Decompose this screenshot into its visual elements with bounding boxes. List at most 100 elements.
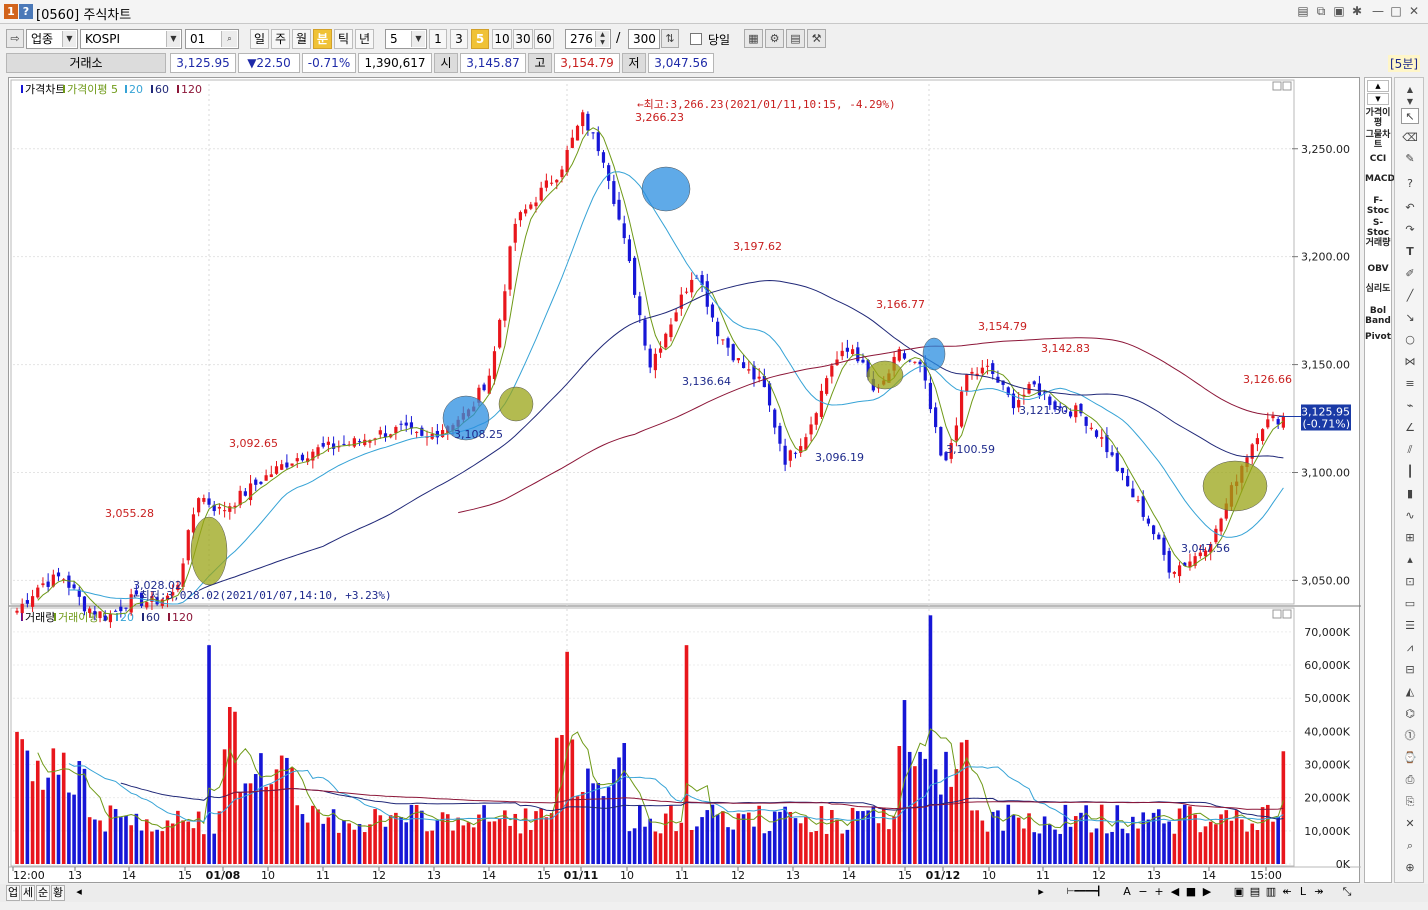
indicator-item[interactable]: OBV [1367, 264, 1389, 274]
minimize-button[interactable]: — [1372, 4, 1384, 18]
grid-tool-icon[interactable]: ⊞ [1405, 531, 1415, 544]
eraser-icon[interactable]: ⌫ [1402, 131, 1418, 144]
period-button[interactable]: 분 [313, 29, 332, 49]
line-chart-icon[interactable]: ⩘ [1406, 641, 1414, 654]
help-icon[interactable]: ? [19, 4, 33, 19]
compare-icon[interactable]: ⊟ [1405, 663, 1415, 676]
collapse-up-icon[interactable]: ▲ [1406, 85, 1414, 94]
market-select[interactable]: 업종 ▼ [26, 29, 78, 49]
redo-icon[interactable]: ↷ [1405, 223, 1415, 236]
close-button[interactable]: ✕ [1408, 4, 1420, 18]
period-button[interactable]: 주 [271, 29, 290, 49]
pen-icon[interactable]: ✐ [1405, 267, 1415, 280]
period-button[interactable]: 일 [250, 29, 269, 49]
play-icon[interactable]: ▶ [1202, 885, 1212, 898]
pointer-icon[interactable]: ↖ [1401, 108, 1419, 124]
indicator-item[interactable]: 가격이평 [1365, 108, 1391, 128]
price-icon[interactable]: ⌬ [1405, 707, 1415, 720]
window-icon[interactable]: ▭ [1404, 597, 1416, 610]
index-select[interactable]: KOSPI ▼ [80, 29, 182, 49]
chevron-down-icon[interactable]: ▼ [62, 31, 76, 47]
log-icon[interactable]: L [1299, 885, 1307, 898]
bottom-tab[interactable]: 세 [21, 885, 35, 901]
scroll-left-icon[interactable]: ◂ [76, 885, 82, 898]
delete-all-icon[interactable]: ✎ [1405, 152, 1415, 165]
interval-select[interactable]: 5 ▼ [385, 29, 427, 49]
scroll-end-icon[interactable]: ↠ [1314, 885, 1324, 898]
parallel-lines-icon[interactable]: ⫽ [1407, 443, 1413, 456]
text-tool-icon[interactable]: T [1406, 245, 1414, 258]
stop-icon[interactable]: ■ [1185, 885, 1197, 898]
interval-button[interactable]: 5 [471, 29, 489, 49]
image-icon[interactable]: ▥ [1265, 885, 1277, 898]
stock-chart-svg[interactable]: 3,250.00 3,200.00 3,150.00 3,100.00 3,050.00… [9, 78, 1361, 884]
period-button[interactable]: 월 [292, 29, 311, 49]
magnifier-icon[interactable]: ⌕ [1406, 839, 1414, 852]
interval-button[interactable]: 60 [534, 29, 554, 49]
restore-layout-icon[interactable]: ▤ [1297, 4, 1309, 18]
zoom-slider[interactable]: ⊢━━━━┫ [1066, 887, 1102, 897]
wave-icon[interactable]: ∿ [1405, 509, 1415, 522]
indicator-item[interactable]: 거래량 [1365, 238, 1391, 248]
search-icon[interactable]: ⌕ [221, 31, 237, 47]
auto-trend-icon[interactable]: ▴ [1407, 553, 1413, 566]
maximize-button[interactable]: □ [1390, 4, 1402, 18]
interval-button[interactable]: 30 [513, 29, 533, 49]
total-input[interactable]: 300 [628, 29, 660, 49]
swap-icon[interactable]: ⇅ [661, 29, 679, 48]
help-question-icon[interactable]: ? [1407, 177, 1413, 190]
gear-icon[interactable]: ⚙ [765, 29, 784, 48]
indicator-item[interactable]: F-Stoc [1366, 196, 1390, 216]
ray-line-icon[interactable]: ↘ [1405, 311, 1415, 324]
zoom-out-icon[interactable]: − [1138, 885, 1148, 898]
same-day-checkbox[interactable] [690, 33, 702, 45]
settings-icon[interactable]: ✱ [1351, 4, 1363, 18]
scroll-up-icon[interactable]: ▲ [1367, 80, 1389, 92]
circle-tool-icon[interactable]: ○ [1405, 333, 1415, 346]
report2-icon[interactable]: ⎘ [1405, 795, 1415, 808]
period-button[interactable]: 틱 [334, 29, 353, 49]
area-chart-icon[interactable]: ◭ [1405, 685, 1415, 698]
tools-icon[interactable]: ⚒ [807, 29, 826, 48]
gann-icon[interactable]: ⌁ [1406, 399, 1414, 412]
disk-icon[interactable]: ▤ [1249, 885, 1261, 898]
chevron-down-icon[interactable]: ▼ [166, 31, 180, 47]
candle-icon[interactable]: ┃ [1406, 465, 1414, 478]
indicator-item[interactable]: CCI [1369, 154, 1387, 164]
excel-icon[interactable]: ✕ [1405, 817, 1415, 830]
play-back-icon[interactable]: ◀ [1170, 885, 1180, 898]
indicator-item[interactable]: MACD [1365, 174, 1395, 184]
spinner-arrows-icon[interactable]: ▲ ▼ [595, 31, 609, 47]
resize-icon[interactable]: ⤡ [1342, 885, 1352, 898]
pattern-icon[interactable]: ⋈ [1404, 355, 1416, 368]
save-icon[interactable]: ▤ [786, 29, 805, 48]
scroll-down-icon[interactable]: ▼ [1367, 93, 1389, 105]
target-icon[interactable]: ⊕ [1405, 861, 1415, 874]
indicator-item[interactable]: S-Stoc [1366, 218, 1390, 238]
indicator-item[interactable]: Bol Band [1365, 306, 1391, 326]
bar-chart-icon[interactable]: ▮ [1406, 487, 1414, 500]
font-size-icon[interactable]: A [1123, 885, 1131, 898]
chevron-down-icon[interactable]: ▼ [411, 31, 425, 47]
link-arrow-icon[interactable]: ⇨ [6, 29, 24, 48]
collapse-down-icon[interactable]: ▼ [1406, 97, 1414, 106]
period-button[interactable]: 년 [355, 29, 374, 49]
fibonacci-icon[interactable]: ≡ [1405, 377, 1415, 390]
report-icon[interactable]: ⎙ [1405, 773, 1415, 786]
zoom-in-icon[interactable]: + [1154, 885, 1164, 898]
chart-area[interactable]: 3,250.00 3,200.00 3,150.00 3,100.00 3,050.00… [8, 77, 1361, 884]
alert-icon[interactable]: ⓵ [1404, 729, 1416, 742]
period-icon[interactable]: ⊡ [1405, 575, 1415, 588]
scroll-start-icon[interactable]: ↞ [1282, 885, 1292, 898]
indicator-item[interactable]: 그물차트 [1365, 130, 1391, 150]
exchange-select[interactable]: 거래소 [6, 53, 166, 73]
bottom-tab[interactable]: 업 [6, 885, 20, 901]
copy-window-icon[interactable]: ⧉ [1316, 4, 1326, 18]
screenshot-icon[interactable]: ▣ [1333, 4, 1345, 18]
interval-button[interactable]: 10 [492, 29, 512, 49]
bottom-tab[interactable]: 황 [51, 885, 65, 901]
trendline-icon[interactable]: ╱ [1406, 289, 1414, 302]
indicator-item[interactable]: Pivot [1365, 332, 1392, 342]
index-code-input[interactable]: 01 ⌕ [185, 29, 239, 49]
list-icon[interactable]: ☰ [1405, 619, 1415, 632]
